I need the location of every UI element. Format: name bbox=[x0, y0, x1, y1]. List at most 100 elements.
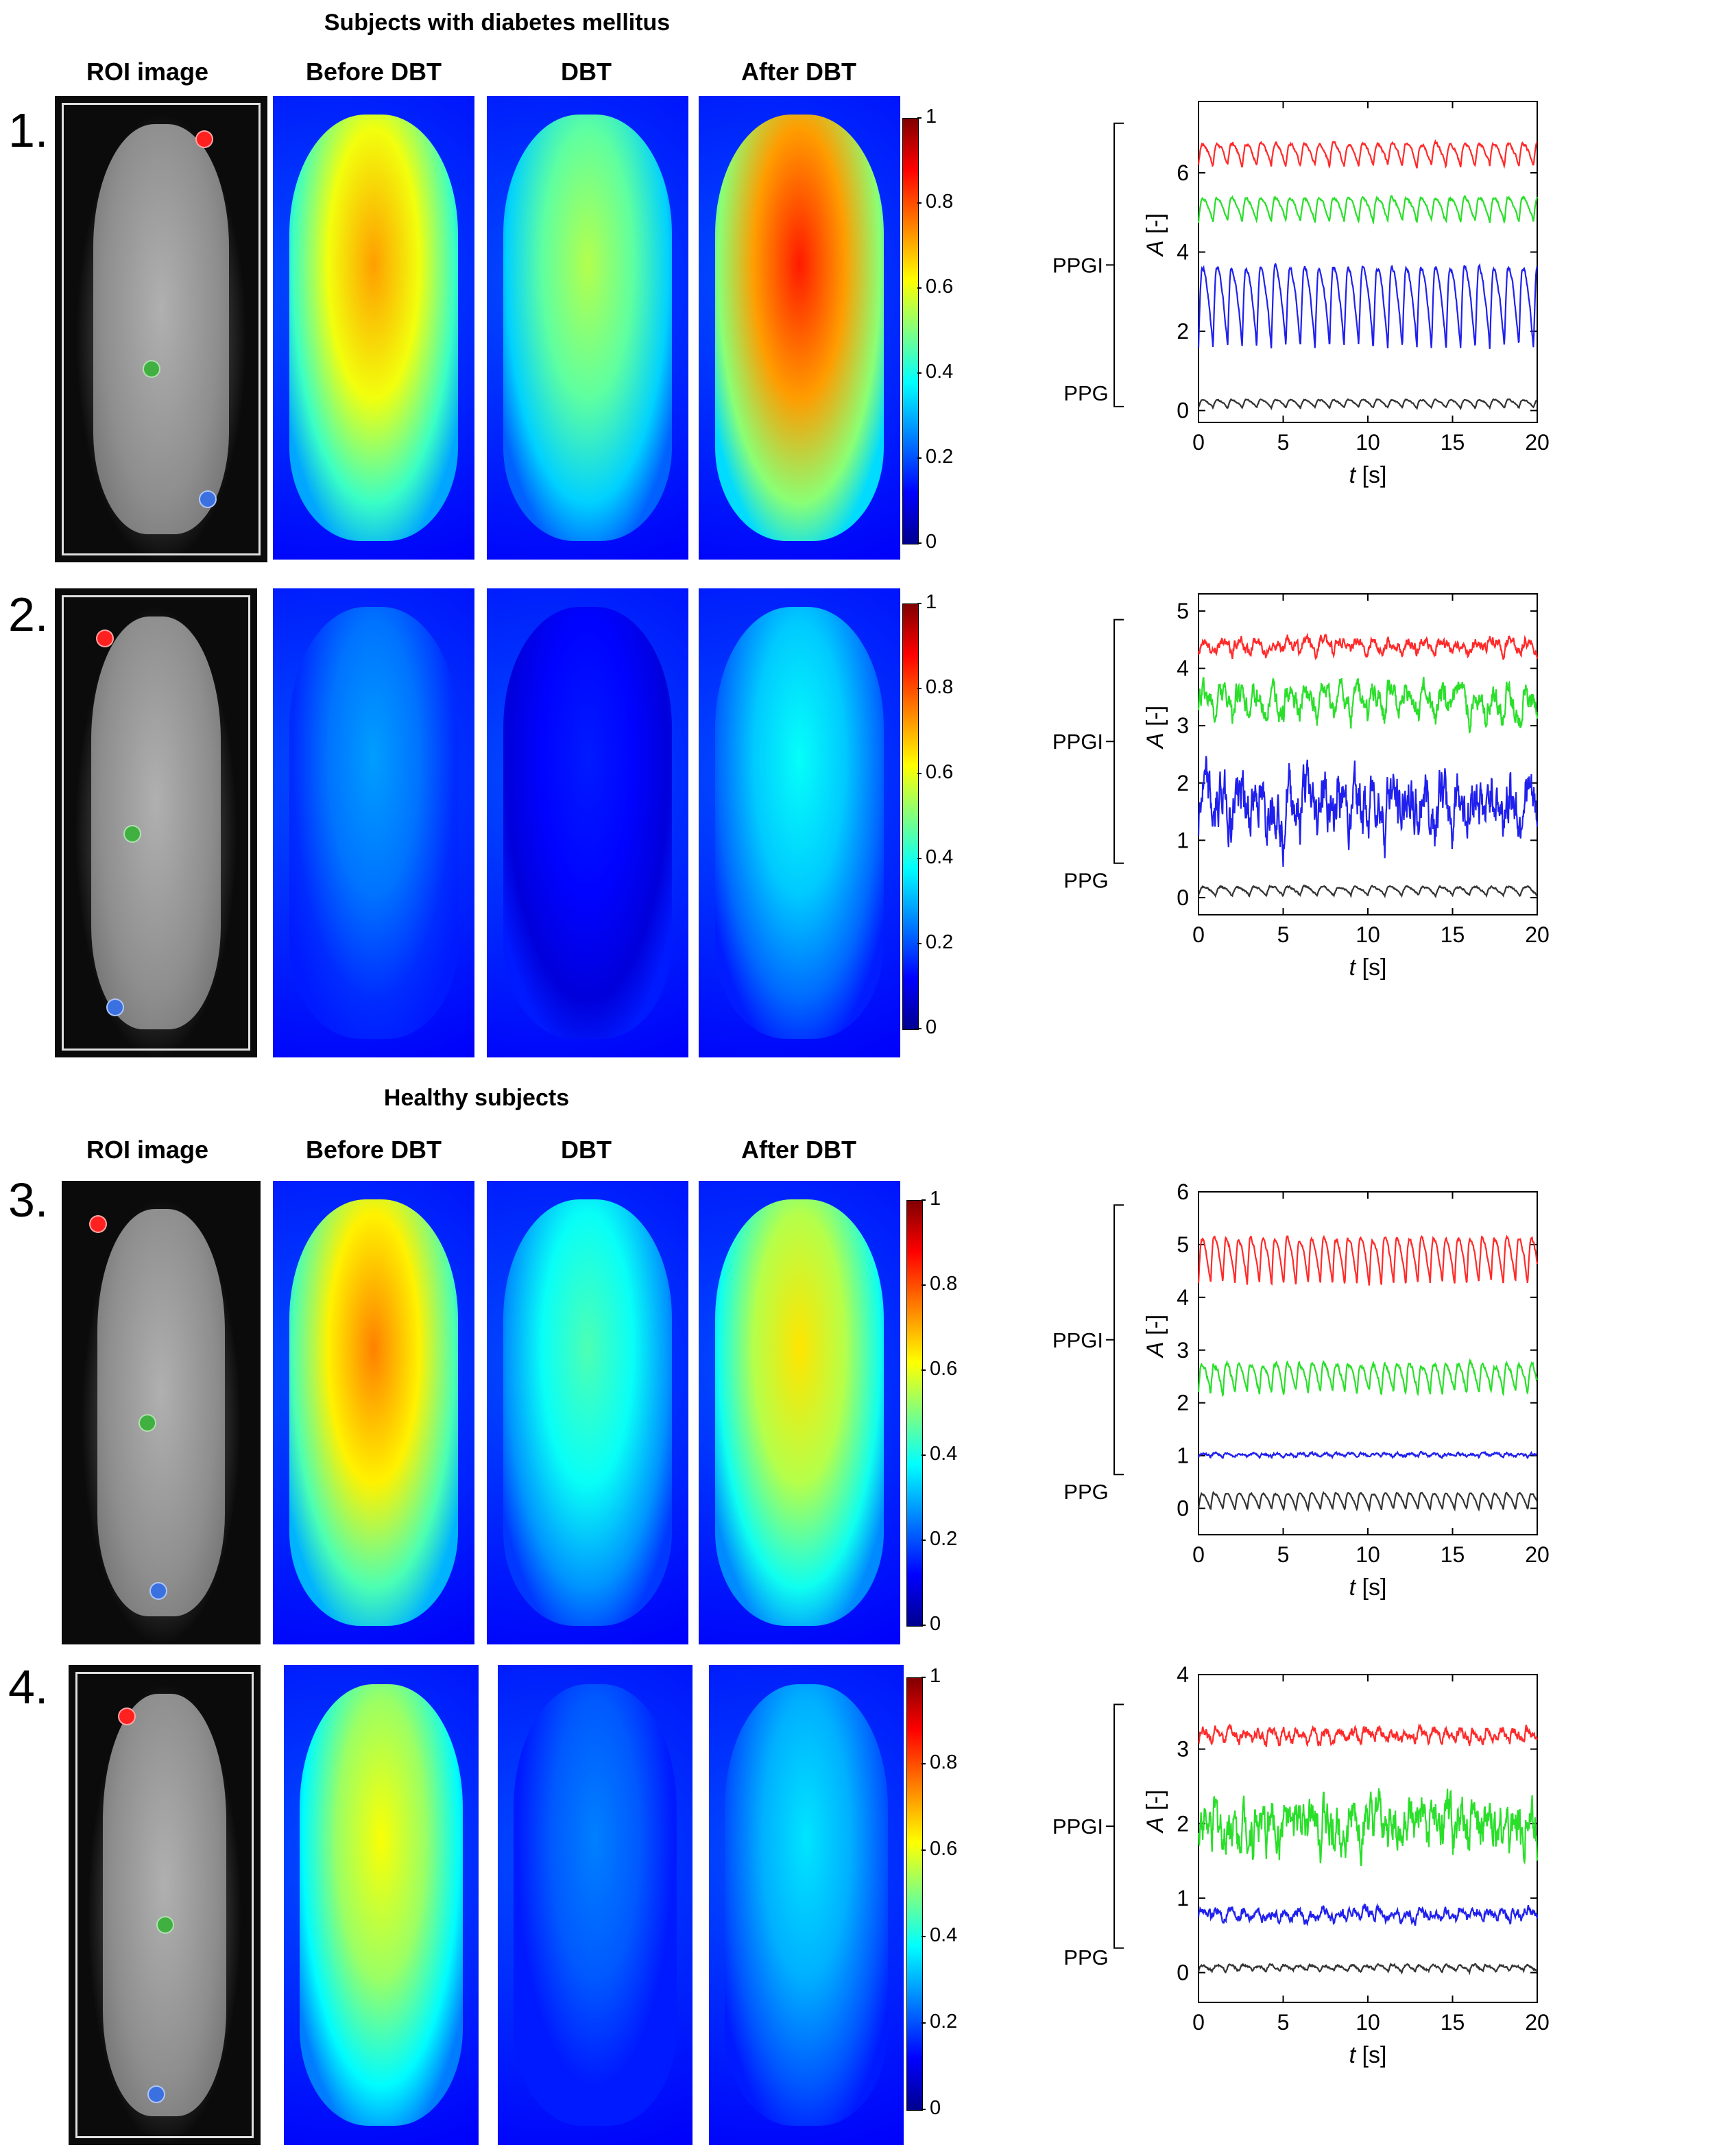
before-header: Before DBT bbox=[305, 58, 442, 86]
colorbar-tick-label: 0.8 bbox=[926, 191, 954, 213]
y-tick-label: 2 bbox=[1177, 1811, 1189, 1836]
colorbar-tick-label: 0.6 bbox=[930, 1358, 958, 1380]
y-axis-label: A [-] bbox=[1142, 706, 1168, 750]
map-row4-after bbox=[709, 1665, 904, 2145]
x-axis-label: t [s] bbox=[1349, 1574, 1387, 1601]
roi-dot-mid bbox=[156, 1916, 174, 1934]
colorbar-tick-mark bbox=[917, 287, 922, 289]
series-line-red bbox=[1197, 1234, 1539, 1286]
series-line-red bbox=[1197, 632, 1539, 661]
roi-dot-heel bbox=[149, 1582, 167, 1600]
roi-image-2 bbox=[55, 588, 257, 1057]
ppg-label: PPG bbox=[1063, 1480, 1108, 1504]
colorbar-tick-mark bbox=[922, 1540, 926, 1541]
roi-dot-heel bbox=[147, 2085, 165, 2103]
colorbar-tick-mark bbox=[922, 1677, 926, 1678]
ppgi-brace bbox=[1106, 122, 1124, 407]
y-axis-label: A [-] bbox=[1142, 1315, 1168, 1358]
foot-perfusion bbox=[503, 115, 673, 541]
colorbar-2: 0 0.2 0.4 0.6 0.8 1 bbox=[902, 591, 964, 1038]
colorbar-tick-label: 0.6 bbox=[926, 761, 954, 783]
series-line-blue bbox=[1197, 756, 1539, 867]
map-row2-after bbox=[699, 588, 900, 1057]
plot-frame bbox=[1198, 593, 1538, 915]
map-row4-before bbox=[284, 1665, 479, 2145]
roi-header: ROI image bbox=[86, 58, 209, 86]
map-row1-before bbox=[273, 96, 474, 560]
y-axis-label: A [-] bbox=[1142, 1790, 1168, 1834]
ppgi-brace bbox=[1106, 1204, 1124, 1476]
foot-perfusion bbox=[714, 607, 884, 1039]
ppgi-label: PPGI bbox=[1052, 1814, 1103, 1838]
series-line-green bbox=[1197, 676, 1539, 734]
roi-dot-toe bbox=[118, 1708, 136, 1725]
colorbar-tick-label: 0.8 bbox=[930, 1751, 958, 1773]
series-line-ppg bbox=[1197, 398, 1538, 411]
colorbar-gradient bbox=[902, 118, 919, 544]
healthy-group-title: Healthy subjects bbox=[383, 1085, 570, 1111]
before-header: Before DBT bbox=[305, 1136, 442, 1164]
roi-dot-heel bbox=[106, 998, 124, 1016]
colorbar-tick-label: 0.2 bbox=[926, 446, 954, 468]
colorbar-tick-label: 1 bbox=[926, 591, 937, 613]
x-axis-label: t [s] bbox=[1349, 462, 1387, 488]
signal-chart-1: 0 5 10 15 20 0 2 4 6 t [s] A [-] PPGI PPG bbox=[1052, 101, 1550, 488]
roi-image-4 bbox=[69, 1665, 261, 2145]
ppgi-brace bbox=[1106, 1703, 1124, 1949]
ppg-label: PPG bbox=[1063, 869, 1108, 893]
colorbar-gradient bbox=[906, 1200, 923, 1627]
signal-chart-4: 0 5 10 15 20 0 1 2 3 4 t [s] A [-] PPGI PPG bbox=[1052, 1666, 1550, 2068]
series-line-red bbox=[1198, 1723, 1539, 1748]
x-tick-label: 10 bbox=[1356, 2010, 1380, 2035]
y-tick-label: 1 bbox=[1177, 1886, 1189, 1911]
y-tick-label: 1 bbox=[1177, 1444, 1189, 1468]
roi-image-1 bbox=[55, 96, 267, 562]
row-number-2: 2. bbox=[8, 588, 49, 641]
x-tick-label: 0 bbox=[1192, 922, 1205, 947]
foot-perfusion bbox=[299, 1684, 463, 2126]
colorbar-tick-label: 0.6 bbox=[926, 276, 954, 298]
series-line-blue bbox=[1197, 1902, 1539, 1927]
colorbar-tick-label: 1 bbox=[926, 106, 937, 128]
map-row2-dbt bbox=[487, 588, 688, 1057]
colorbar-tick-label: 0.2 bbox=[930, 1528, 958, 1550]
series-line-green bbox=[1197, 1788, 1539, 1867]
diabetes-group-title: Subjects with diabetes mellitus bbox=[324, 10, 671, 36]
foot-perfusion bbox=[513, 1684, 677, 2126]
x-tick-label: 10 bbox=[1356, 1542, 1380, 1567]
ppgi-label: PPGI bbox=[1052, 253, 1103, 277]
roi-header: ROI image bbox=[86, 1136, 209, 1164]
roi-dot-mid bbox=[143, 360, 160, 378]
colorbar-tick-label: 0.4 bbox=[930, 1924, 958, 1946]
foot-perfusion bbox=[503, 607, 673, 1039]
colorbar-tick-label: 0.8 bbox=[926, 676, 954, 698]
roi-image-3 bbox=[62, 1181, 261, 1644]
series-line-blue bbox=[1197, 263, 1539, 349]
y-tick-label: 3 bbox=[1177, 1338, 1189, 1363]
ppgi-label: PPGI bbox=[1052, 1328, 1103, 1352]
series-line-blue bbox=[1197, 1450, 1537, 1460]
x-tick-label: 15 bbox=[1441, 2010, 1465, 2035]
foot-perfusion bbox=[724, 1684, 889, 2126]
y-tick-label: 4 bbox=[1177, 656, 1189, 681]
roi-dot-heel bbox=[199, 490, 217, 508]
x-axis-label: t [s] bbox=[1349, 955, 1387, 981]
series-line-ppg bbox=[1197, 884, 1538, 899]
x-tick-label: 20 bbox=[1525, 2010, 1550, 2035]
y-tick-label: 2 bbox=[1177, 1391, 1189, 1415]
y-tick-label: 0 bbox=[1177, 398, 1189, 423]
colorbar-tick-label: 0.4 bbox=[926, 846, 954, 868]
y-tick-label: 0 bbox=[1177, 885, 1189, 910]
colorbar-tick-label: 1 bbox=[930, 1665, 941, 1687]
x-tick-label: 20 bbox=[1525, 1542, 1550, 1567]
foot-perfusion bbox=[714, 115, 884, 541]
map-row4-dbt bbox=[498, 1665, 693, 2145]
colorbar-tick-label: 0.2 bbox=[926, 931, 954, 953]
map-row2-before bbox=[273, 588, 474, 1057]
colorbar-tick-label: 0 bbox=[930, 1613, 941, 1635]
colorbar-tick-mark bbox=[917, 603, 922, 604]
ppgi-brace bbox=[1106, 619, 1124, 864]
colorbar-tick-label: 1 bbox=[930, 1188, 941, 1210]
y-axis-label: A [-] bbox=[1142, 213, 1168, 257]
roi-dot-toe bbox=[89, 1215, 107, 1233]
